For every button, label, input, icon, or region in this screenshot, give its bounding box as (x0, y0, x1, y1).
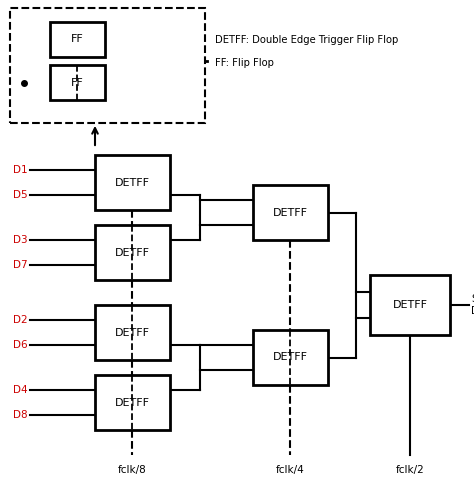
Text: D3: D3 (13, 235, 28, 245)
Text: FF: FF (71, 78, 84, 88)
Text: DETFF: DETFF (115, 247, 150, 257)
Bar (253, 185, 328, 240)
Bar (10, 8, 205, 123)
Text: DETFF: DETFF (115, 327, 150, 337)
Text: FF: Flip Flop: FF: Flip Flop (215, 58, 274, 68)
Text: DETFF: DETFF (115, 177, 150, 187)
Text: D5: D5 (13, 189, 28, 200)
Text: D1: D1 (13, 165, 28, 175)
Bar (253, 330, 328, 385)
Bar (95, 305, 170, 360)
Text: D6: D6 (13, 340, 28, 349)
Text: fclk/8: fclk/8 (118, 465, 146, 475)
Text: FF: FF (71, 35, 84, 44)
Bar (95, 155, 170, 210)
Text: fclk/2: fclk/2 (396, 465, 424, 475)
Text: DETFF: DETFF (273, 207, 308, 217)
Text: DETFF: DETFF (115, 398, 150, 407)
Bar (370, 275, 450, 335)
Bar (50, 22, 105, 57)
Bar (50, 65, 105, 100)
Bar (95, 225, 170, 280)
Text: DETFF: DETFF (392, 300, 428, 310)
Text: D2: D2 (13, 315, 28, 325)
Text: Serialized
Data: Serialized Data (471, 294, 474, 316)
Text: DETFF: DETFF (273, 352, 308, 362)
Text: DETFF: Double Edge Trigger Flip Flop: DETFF: Double Edge Trigger Flip Flop (215, 35, 398, 45)
Bar (95, 375, 170, 430)
Text: fclk/4: fclk/4 (275, 465, 304, 475)
Text: D4: D4 (13, 386, 28, 395)
Text: D7: D7 (13, 260, 28, 269)
Text: D8: D8 (13, 410, 28, 420)
